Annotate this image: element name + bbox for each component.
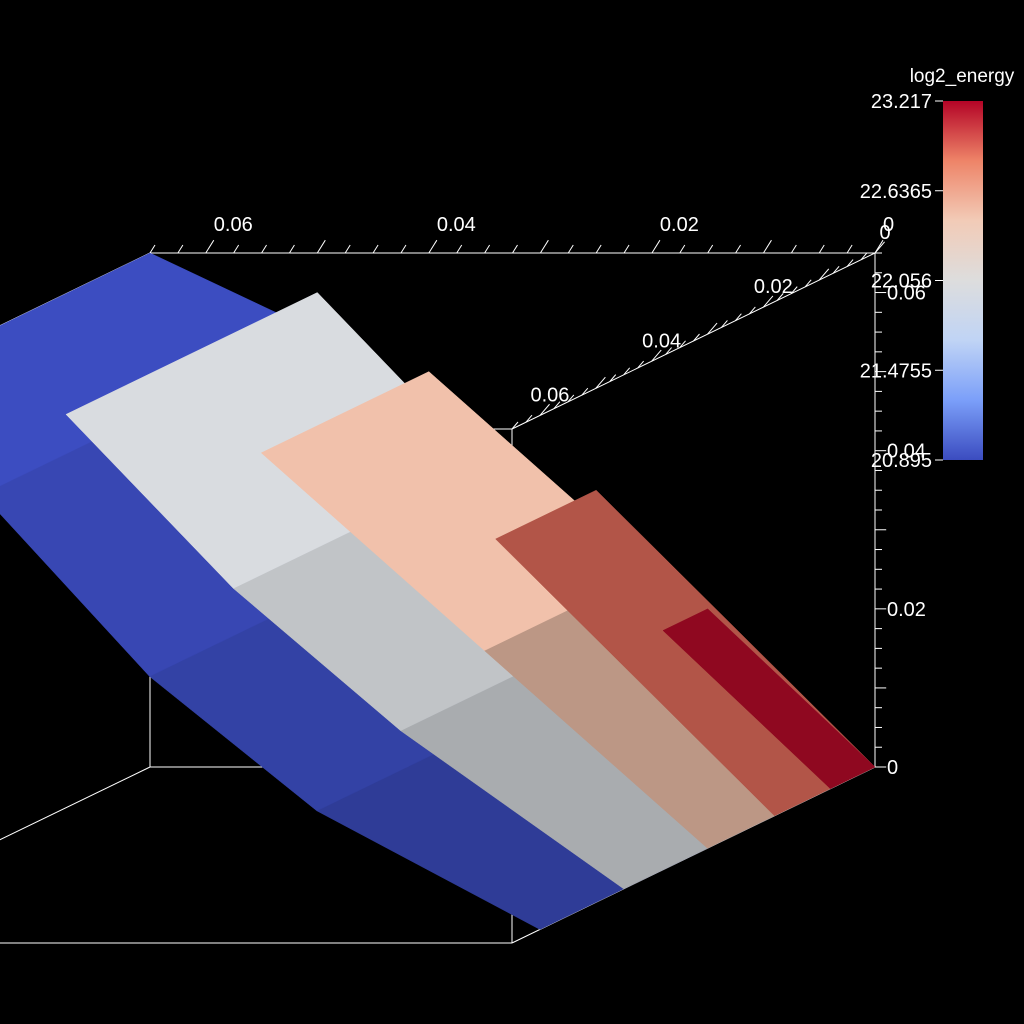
colorbar-tick-label: 20.895	[871, 450, 932, 472]
y_axis-tick-label: 0.02	[660, 214, 699, 236]
x_axis-tick	[818, 268, 830, 281]
y_axis-tick	[735, 244, 742, 254]
y_axis-tick	[372, 244, 379, 254]
x_axis-tick	[860, 252, 868, 261]
y_axis-tick	[623, 244, 630, 254]
x_axis-tick	[595, 376, 606, 389]
colorbar-gradient	[943, 101, 983, 460]
x_axis-tick	[567, 394, 575, 403]
colorbar-title: log2_energy	[910, 66, 1015, 87]
y_axis-tick-label: 0.04	[437, 214, 476, 236]
y_axis-tick	[456, 244, 463, 254]
y_axis-tick	[233, 244, 240, 254]
x_axis-tick	[832, 265, 840, 274]
x_axis-tick	[804, 279, 812, 288]
surface-layers	[0, 252, 876, 930]
y_axis-tick	[512, 244, 518, 254]
x_axis-tick	[637, 360, 645, 369]
x_axis-tick-label: 0.06	[530, 384, 569, 406]
y_axis-tick-label: 0	[883, 214, 894, 236]
x_axis-tick	[790, 286, 798, 294]
y_axis-tick	[344, 244, 351, 254]
y_axis-tick	[539, 239, 549, 254]
y_axis-tick	[679, 244, 686, 254]
x_axis-tick	[623, 367, 631, 376]
y_axis-tick	[428, 239, 438, 254]
axis-ticks: 0 0.02 0.04 0.06 0 0.02 0.04 0.06 0 0.02 0.04 0.06	[149, 214, 926, 779]
y_axis-tick	[149, 244, 156, 254]
x_axis-tick	[511, 421, 519, 430]
y_axis-tick	[707, 244, 714, 254]
colorbar-tick-label: 23.217	[871, 91, 932, 113]
z_axis-tick-label: 0.02	[887, 599, 926, 621]
y_axis-tick	[205, 239, 215, 254]
y_axis-tick-label: 0.06	[214, 214, 253, 236]
x_axis-tick	[679, 340, 686, 349]
z_axis-tick-label: 0.04	[887, 441, 926, 463]
x_axis-tick	[609, 374, 617, 382]
colorbar: log2_energy 23.217 22.6365 22.056 21.4755 20…	[860, 66, 1015, 472]
x_axis-tick	[693, 333, 700, 342]
y_axis-tick	[818, 244, 825, 254]
y_axis-tick	[400, 244, 407, 254]
x_axis-tick	[553, 401, 561, 410]
colorbar-tick-label: 21.4755	[860, 360, 932, 382]
x_axis-tick	[846, 259, 854, 267]
colorbar-tick-label: 22.056	[871, 271, 932, 293]
x_axis-tick	[735, 313, 742, 322]
y_axis-tick	[763, 239, 772, 254]
x_axis-tick	[776, 293, 784, 301]
x_axis-tick-label: 0	[879, 222, 890, 244]
x_axis-tick	[762, 295, 774, 308]
x_axis-tick	[721, 320, 728, 328]
x_axis-tick	[651, 349, 662, 362]
box-edge	[0, 766, 151, 841]
y_axis-tick	[874, 239, 884, 254]
x_axis-tick	[581, 387, 589, 396]
x_axis-tick	[665, 347, 672, 355]
x_axis-tick	[707, 322, 718, 335]
y_axis-tick	[316, 239, 326, 254]
z_axis-tick-label: 0	[887, 757, 898, 779]
x_axis-tick	[748, 306, 756, 315]
x_axis-tick	[539, 403, 550, 416]
y_axis-tick	[484, 244, 491, 254]
y_axis-tick	[177, 244, 184, 254]
y_axis-tick	[595, 244, 602, 254]
x_axis-tick	[525, 414, 533, 423]
y_axis-tick	[261, 244, 267, 254]
y_axis-tick	[288, 244, 295, 254]
x_axis-tick-label: 0.04	[642, 330, 681, 352]
surface-patch	[662, 608, 876, 789]
colorbar-tick-label: 22.6365	[860, 181, 932, 203]
z_axis-tick-label: 0.06	[887, 283, 926, 305]
x_axis-tick-label: 0.02	[754, 276, 793, 298]
y_axis-tick	[567, 244, 574, 254]
y_axis-tick	[651, 239, 661, 254]
y_axis-tick	[790, 244, 797, 254]
y_axis-tick	[846, 244, 853, 254]
